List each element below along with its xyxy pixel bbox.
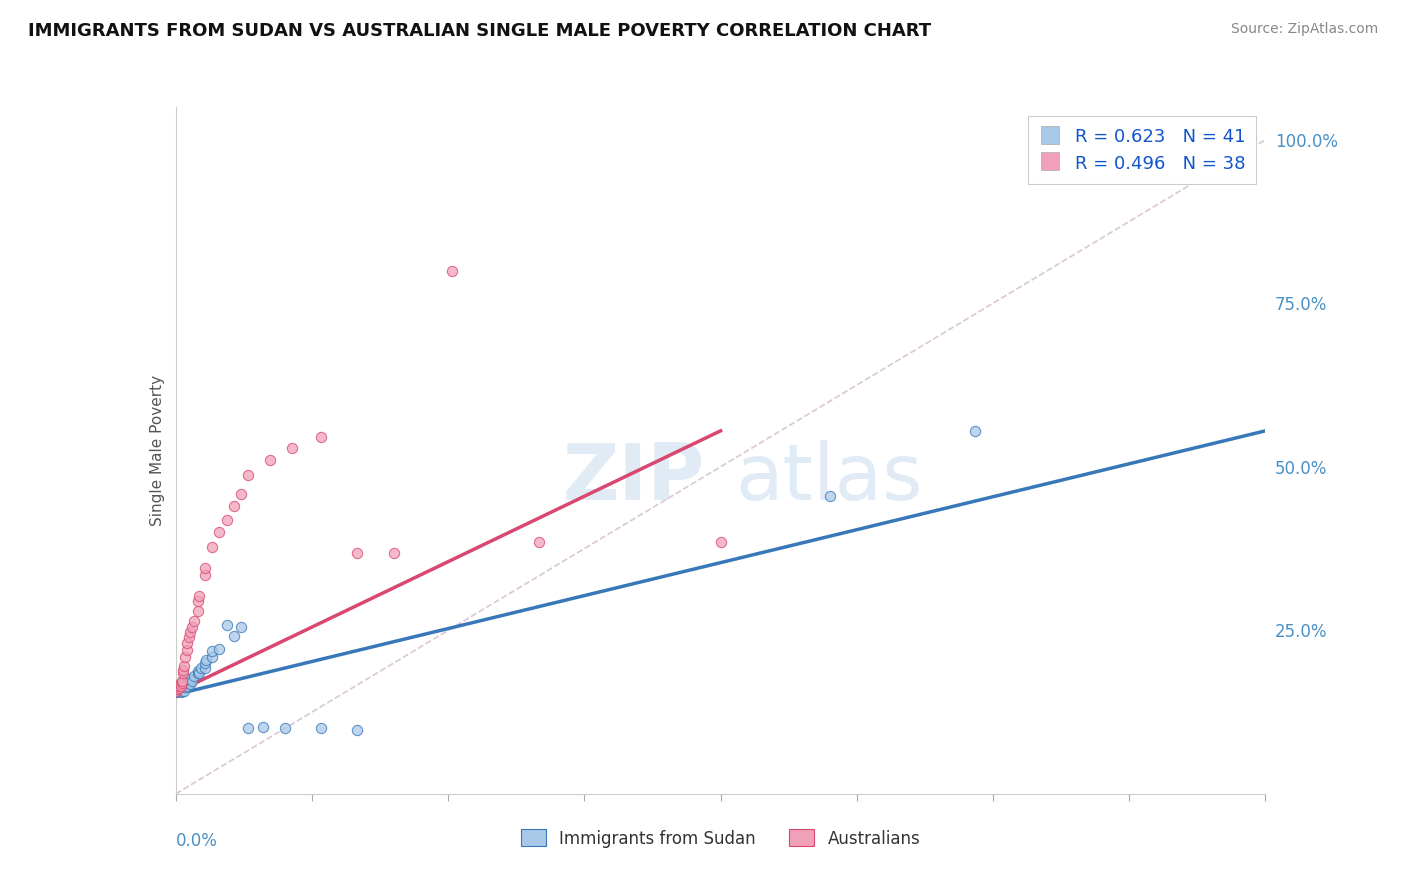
Point bbox=[173, 683, 195, 698]
Point bbox=[167, 681, 190, 695]
Point bbox=[194, 567, 217, 582]
Point bbox=[169, 677, 191, 691]
Point bbox=[259, 453, 281, 467]
Point bbox=[166, 685, 188, 699]
Text: 0.0%: 0.0% bbox=[176, 831, 218, 850]
Point bbox=[440, 263, 463, 277]
Point bbox=[172, 674, 194, 689]
Point bbox=[346, 546, 368, 560]
Point bbox=[169, 679, 191, 693]
Point bbox=[201, 540, 224, 554]
Point bbox=[183, 669, 205, 683]
Point bbox=[963, 424, 986, 438]
Point bbox=[176, 636, 198, 650]
Point bbox=[186, 665, 209, 680]
Point bbox=[180, 620, 202, 634]
Point bbox=[177, 630, 200, 644]
Text: atlas: atlas bbox=[735, 440, 924, 516]
Point bbox=[190, 661, 212, 675]
Point bbox=[222, 499, 245, 513]
Point bbox=[231, 487, 253, 501]
Point bbox=[818, 489, 841, 503]
Point bbox=[195, 653, 218, 667]
Point bbox=[172, 663, 194, 677]
Legend: Immigrants from Sudan, Australians: Immigrants from Sudan, Australians bbox=[515, 822, 927, 855]
Point bbox=[208, 641, 231, 656]
Point bbox=[215, 513, 238, 527]
Point bbox=[527, 535, 550, 549]
Text: IMMIGRANTS FROM SUDAN VS AUSTRALIAN SINGLE MALE POVERTY CORRELATION CHART: IMMIGRANTS FROM SUDAN VS AUSTRALIAN SING… bbox=[28, 22, 931, 40]
Point bbox=[186, 604, 209, 618]
Point bbox=[179, 624, 201, 639]
Point bbox=[180, 674, 202, 689]
Point bbox=[309, 722, 332, 736]
Point bbox=[274, 722, 297, 736]
Point bbox=[170, 680, 193, 694]
Y-axis label: Single Male Poverty: Single Male Poverty bbox=[149, 375, 165, 526]
Point bbox=[238, 467, 260, 482]
Point bbox=[174, 675, 197, 690]
Point bbox=[173, 679, 195, 693]
Text: Source: ZipAtlas.com: Source: ZipAtlas.com bbox=[1230, 22, 1378, 37]
Point bbox=[172, 665, 194, 680]
Point bbox=[172, 674, 194, 689]
Point bbox=[166, 682, 188, 697]
Point bbox=[215, 618, 238, 632]
Point bbox=[176, 679, 198, 693]
Point bbox=[201, 649, 224, 664]
Point bbox=[179, 677, 201, 691]
Point bbox=[201, 644, 224, 658]
Point bbox=[172, 677, 194, 691]
Point bbox=[172, 683, 194, 698]
Point bbox=[208, 525, 231, 540]
Point bbox=[167, 681, 190, 695]
Point bbox=[177, 675, 200, 690]
Point bbox=[166, 683, 188, 698]
Point bbox=[186, 594, 209, 608]
Point bbox=[167, 679, 190, 693]
Point bbox=[176, 677, 198, 691]
Point bbox=[231, 620, 253, 634]
Point bbox=[188, 665, 211, 680]
Point bbox=[382, 546, 405, 560]
Point bbox=[710, 535, 733, 549]
Point bbox=[169, 683, 191, 698]
Point bbox=[179, 673, 201, 687]
Point bbox=[194, 561, 217, 575]
Point bbox=[194, 656, 217, 670]
Point bbox=[169, 682, 191, 697]
Point bbox=[222, 629, 245, 643]
Point bbox=[173, 659, 195, 673]
Point bbox=[188, 590, 211, 604]
Point bbox=[186, 664, 209, 678]
Point bbox=[176, 643, 198, 657]
Point bbox=[174, 680, 197, 694]
Point bbox=[309, 430, 332, 444]
Point bbox=[238, 722, 260, 736]
Point bbox=[170, 685, 193, 699]
Point bbox=[174, 649, 197, 664]
Point bbox=[346, 723, 368, 737]
Point bbox=[281, 442, 304, 456]
Point bbox=[252, 720, 274, 734]
Text: ZIP: ZIP bbox=[562, 440, 704, 516]
Point bbox=[194, 661, 217, 675]
Point bbox=[170, 675, 193, 690]
Point bbox=[183, 614, 205, 628]
Point bbox=[167, 683, 190, 698]
Point bbox=[170, 679, 193, 693]
